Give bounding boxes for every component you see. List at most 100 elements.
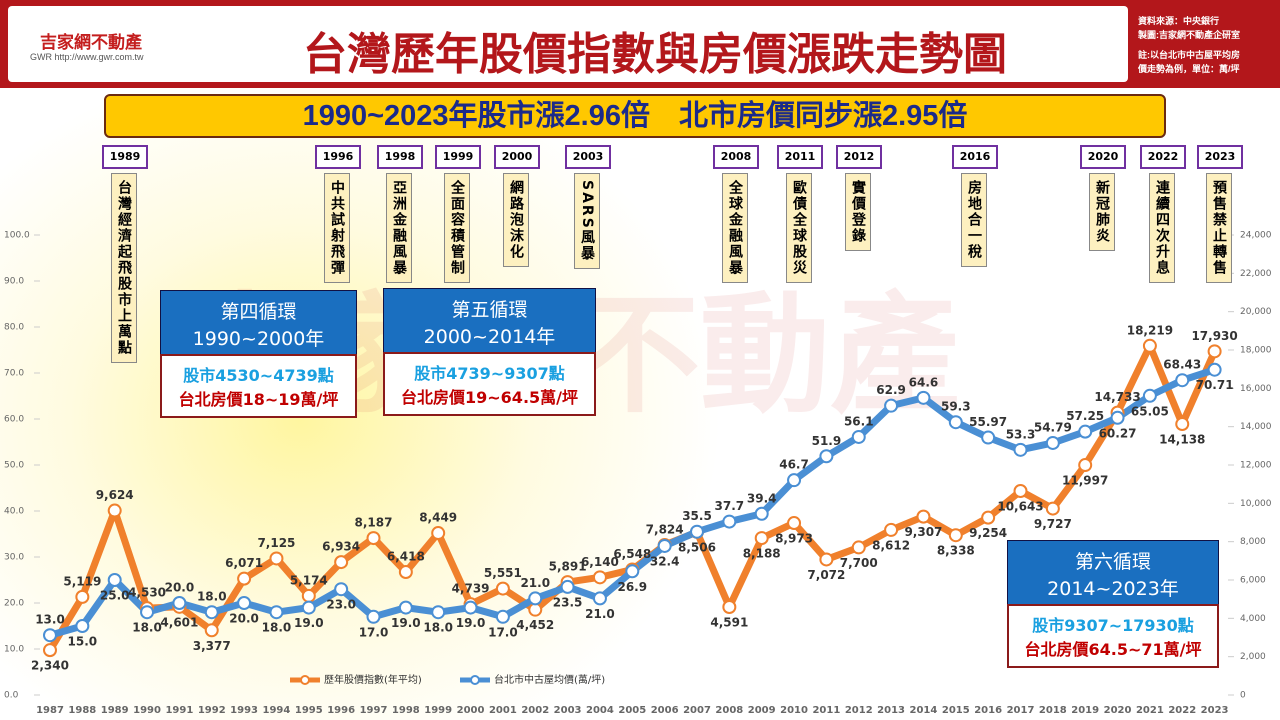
point xyxy=(851,540,866,555)
point xyxy=(1013,484,1028,499)
data-label: 18.0 xyxy=(423,621,453,635)
y2-tick-label: 24,000 xyxy=(1240,231,1272,241)
y2-tick-label: 20,000 xyxy=(1240,307,1272,317)
point xyxy=(269,605,284,620)
x-tick-label: 2001 xyxy=(489,705,517,716)
x-tick-label: 1993 xyxy=(230,705,258,716)
event-text: 歐債全球股災 xyxy=(786,173,812,283)
data-label: 6,418 xyxy=(387,549,425,563)
x-tick-label: 2005 xyxy=(618,705,646,716)
point xyxy=(43,643,57,658)
source-box: 資料來源：中央銀行 製圖:吉家網不動產企研室 註:以台北市中古屋平均房 價走勢為… xyxy=(1138,14,1278,76)
data-label: 11,997 xyxy=(1062,474,1108,488)
data-label: 4,739 xyxy=(452,582,490,596)
x-tick-label: 2018 xyxy=(1039,705,1067,716)
data-label: 14,733 xyxy=(1094,390,1140,404)
title: 台灣歷年股價指數與房價漲跌走勢圖 xyxy=(303,30,1007,79)
event-year: 2022 xyxy=(1140,145,1186,169)
point xyxy=(107,503,122,518)
point xyxy=(334,582,349,597)
point xyxy=(851,429,866,444)
x-tick-label: 2000 xyxy=(457,705,485,716)
y-tick-label: 40.0 xyxy=(4,507,24,517)
point xyxy=(981,430,996,445)
event-text: 預售禁止轉售 xyxy=(1206,173,1232,283)
data-label: 14,138 xyxy=(1159,433,1205,447)
point xyxy=(237,596,252,610)
x-tick-label: 2019 xyxy=(1071,705,1099,716)
data-label: 18.0 xyxy=(262,621,292,635)
data-label: 9,727 xyxy=(1034,517,1072,531)
x-tick-label: 1996 xyxy=(327,705,355,716)
point xyxy=(560,579,575,594)
event-text: 網路泡沫化 xyxy=(503,173,529,267)
point xyxy=(1175,373,1190,388)
data-label: 8,187 xyxy=(355,516,393,530)
point xyxy=(690,524,704,539)
data-label: 4,601 xyxy=(160,615,198,629)
event-year: 2000 xyxy=(494,145,540,169)
point xyxy=(592,591,607,606)
data-label: 15.0 xyxy=(68,635,98,649)
point xyxy=(1013,442,1028,457)
point xyxy=(916,509,931,524)
point xyxy=(754,506,769,521)
point xyxy=(884,398,899,413)
data-label: 20.0 xyxy=(165,581,195,595)
cycle-period: 1990~2000年 xyxy=(192,328,325,350)
event-year: 1998 xyxy=(377,145,423,169)
data-label: 19.0 xyxy=(391,616,421,630)
data-label: 9,624 xyxy=(96,488,134,502)
point xyxy=(1142,338,1157,353)
x-tick-label: 2014 xyxy=(910,705,938,716)
x-tick-label: 2006 xyxy=(651,705,679,716)
data-label: 8,973 xyxy=(775,532,813,546)
data-label: 7,072 xyxy=(807,568,845,582)
point xyxy=(1207,362,1222,377)
data-label: 53.3 xyxy=(1006,427,1036,441)
point xyxy=(1142,388,1157,403)
y2-tick-label: 22,000 xyxy=(1240,269,1272,279)
point xyxy=(334,555,349,570)
event-year: 1996 xyxy=(315,145,361,169)
y-tick-label: 30.0 xyxy=(4,553,24,563)
x-tick-label: 1992 xyxy=(198,705,226,716)
x-tick-label: 2016 xyxy=(974,705,1002,716)
x-tick-label: 2008 xyxy=(715,705,743,716)
data-label: 5,119 xyxy=(63,574,101,588)
x-tick-label: 2017 xyxy=(1007,705,1035,716)
point xyxy=(528,591,543,606)
point xyxy=(204,605,219,620)
data-label: 5,174 xyxy=(290,573,328,587)
point xyxy=(981,510,996,525)
y2-tick-label: 18,000 xyxy=(1240,346,1272,356)
data-label: 60.27 xyxy=(1099,426,1137,440)
point xyxy=(592,570,607,585)
point xyxy=(301,600,316,615)
data-label: 10,643 xyxy=(997,500,1043,514)
data-label: 37.7 xyxy=(715,499,745,513)
logo: 吉家網不動產 xyxy=(40,33,142,52)
y-tick-label: 20.0 xyxy=(4,599,24,609)
y2-tick-label: 6,000 xyxy=(1240,576,1266,586)
event-text: 亞洲金融風暴 xyxy=(386,173,412,283)
cycle-header: 第五循環 2000~2014年 xyxy=(383,288,596,356)
point xyxy=(431,605,446,620)
point xyxy=(495,609,510,624)
logo-url: GWR http://www.gwr.com.tw xyxy=(30,52,144,62)
point xyxy=(884,522,899,537)
point xyxy=(43,628,57,643)
x-tick-label: 1995 xyxy=(295,705,323,716)
cycle-body: 股市4530~4739點 台北房價18~19萬/坪 xyxy=(160,354,357,418)
data-label: 4,591 xyxy=(710,616,748,630)
x-tick-label: 2003 xyxy=(554,705,582,716)
point xyxy=(398,564,413,579)
event-year: 2011 xyxy=(777,145,823,169)
legend-marker xyxy=(470,675,480,685)
event-text: 台灣經濟起飛股市上萬點 xyxy=(111,173,137,363)
x-tick-label: 2004 xyxy=(586,705,614,716)
data-label: 56.1 xyxy=(844,414,874,428)
y2-tick-label: 12,000 xyxy=(1240,461,1272,471)
y2-tick-label: 8,000 xyxy=(1240,537,1266,547)
